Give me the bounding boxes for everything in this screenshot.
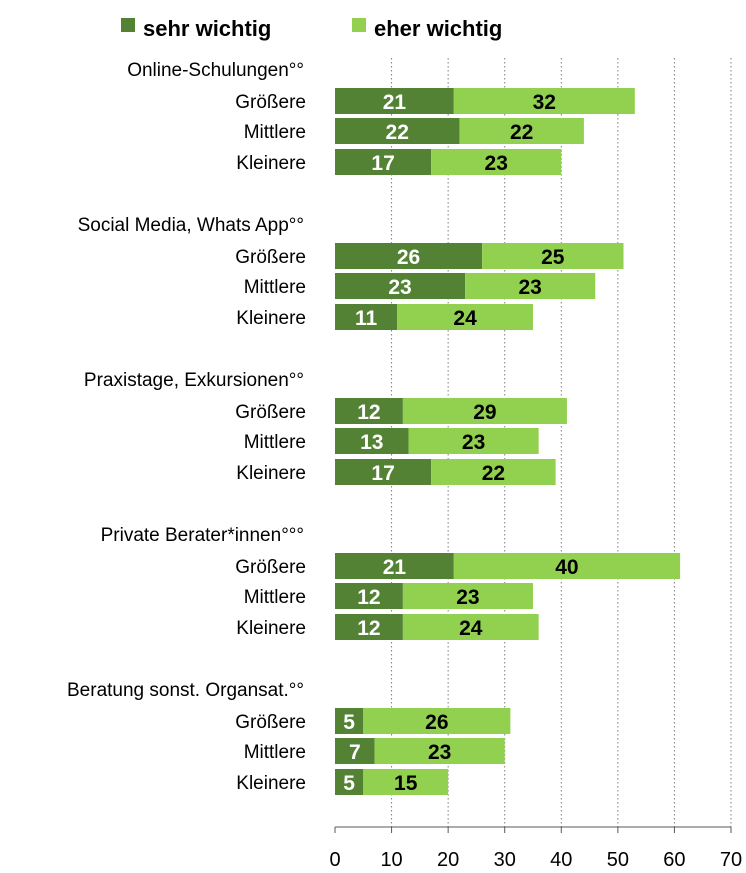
data-label: 23 [428, 741, 451, 764]
legend-label-0: sehr wichtig [143, 16, 271, 41]
x-tick-label: 0 [329, 849, 340, 871]
bar-eher [431, 459, 556, 485]
data-label: 12 [357, 617, 380, 640]
group-title: Social Media, Whats App°° [78, 215, 304, 236]
legend-swatch-0 [121, 18, 135, 32]
data-label: 26 [425, 711, 448, 734]
bar-sehr [335, 398, 403, 424]
bar-eher [482, 243, 624, 269]
data-label: 23 [485, 152, 508, 175]
bar-sehr [335, 738, 375, 764]
legend-swatch-1 [352, 18, 366, 32]
bar-sehr [335, 708, 364, 734]
bar-sehr [335, 428, 409, 454]
data-label: 15 [394, 772, 418, 795]
category-label: Mittlere [244, 122, 306, 143]
bar-sehr [335, 88, 454, 114]
data-label: 22 [510, 121, 533, 144]
data-label: 21 [383, 556, 407, 579]
category-label: Mittlere [244, 742, 306, 763]
category-label: Mittlere [244, 277, 306, 298]
data-label: 23 [388, 276, 411, 299]
data-label: 32 [533, 91, 556, 114]
bar-eher [374, 738, 505, 764]
legend-label-1: eher wichtig [374, 16, 502, 41]
category-labels: Online-Schulungen°° Größere Mittlere Kleine… [67, 60, 306, 794]
data-label: 17 [371, 152, 394, 175]
bar-eher [453, 553, 681, 579]
bar-sehr [335, 583, 403, 609]
category-label: Größere [235, 247, 306, 268]
data-label: 23 [456, 586, 479, 609]
data-label: 26 [397, 246, 420, 269]
data-label: 40 [555, 556, 578, 579]
data-label: 23 [462, 431, 485, 454]
bar-eher [402, 398, 567, 424]
x-tick-label: 10 [380, 849, 402, 871]
x-tick-label: 30 [494, 849, 516, 871]
bar-sehr [335, 459, 432, 485]
data-label: 24 [453, 307, 477, 330]
data-label: 13 [360, 431, 383, 454]
data-label: 12 [357, 586, 380, 609]
bar-sehr [335, 118, 460, 144]
data-label: 5 [343, 772, 355, 795]
category-label: Mittlere [244, 432, 306, 453]
category-label: Kleinere [236, 463, 306, 484]
x-tick-label: 70 [720, 849, 742, 871]
data-label: 23 [518, 276, 541, 299]
group-title: Praxistage, Exkursionen°° [84, 370, 304, 391]
bar-sehr [335, 553, 454, 579]
data-label: 24 [459, 617, 483, 640]
bar-eher [402, 614, 539, 640]
group-title: Online-Schulungen°° [127, 60, 304, 81]
category-label: Größere [235, 557, 306, 578]
category-label: Kleinere [236, 308, 306, 329]
bar-eher [459, 118, 584, 144]
x-tick-label: 20 [437, 849, 459, 871]
bar-eher [453, 88, 635, 114]
bar-sehr [335, 149, 432, 175]
group-title: Private Berater*innen°°° [101, 525, 304, 546]
bar-eher [431, 149, 562, 175]
bar-eher [397, 304, 533, 330]
x-tick-label: 60 [663, 849, 685, 871]
bar-eher [363, 769, 449, 795]
category-label: Kleinere [236, 618, 306, 639]
data-label: 11 [355, 307, 378, 330]
bar-eher [408, 428, 539, 454]
bar-sehr [335, 614, 403, 640]
data-label: 25 [541, 246, 565, 269]
x-tick-label: 40 [550, 849, 572, 871]
data-label: 7 [349, 741, 361, 764]
data-label: 22 [482, 462, 505, 485]
bar-eher [402, 583, 533, 609]
bar-sehr [335, 769, 364, 795]
data-label: 17 [371, 462, 394, 485]
bar-sehr [335, 273, 466, 299]
legend: sehr wichtig eher wichtig [121, 16, 502, 41]
x-tick-label: 50 [607, 849, 629, 871]
data-label: 21 [383, 91, 407, 114]
bar-sehr [335, 304, 398, 330]
category-label: Kleinere [236, 153, 306, 174]
bar-eher [363, 708, 511, 734]
category-label: Größere [235, 712, 306, 733]
category-label: Kleinere [236, 773, 306, 794]
data-label: 5 [343, 711, 355, 734]
category-label: Größere [235, 402, 306, 423]
category-label: Mittlere [244, 587, 306, 608]
bar-eher [465, 273, 596, 299]
group-title: Beratung sonst. Organsat.°° [67, 680, 304, 701]
x-axis: 0 10 20 30 40 50 60 70 [329, 826, 742, 871]
data-label: 29 [473, 401, 496, 424]
data-label: 12 [357, 401, 380, 424]
category-label: Größere [235, 92, 306, 113]
bar-sehr [335, 243, 483, 269]
data-label: 22 [386, 121, 409, 144]
